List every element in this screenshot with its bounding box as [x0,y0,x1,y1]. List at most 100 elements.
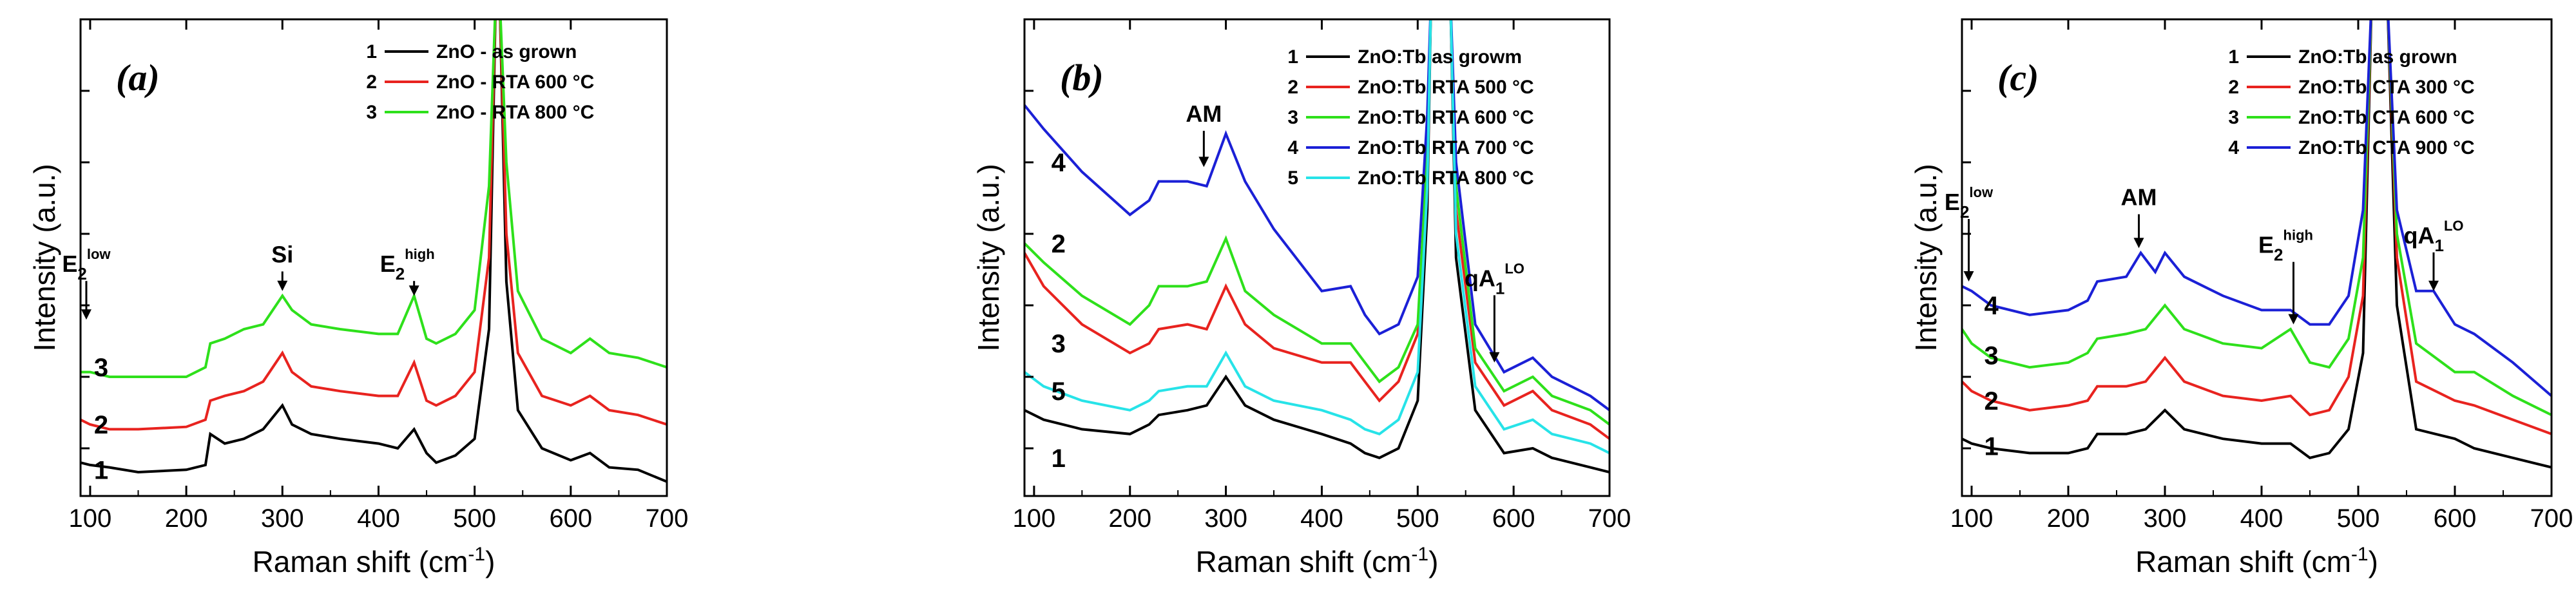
curve-number-label: 3 [1052,330,1066,358]
legend-label: ZnO:Tb RTA 600 °C [1358,107,1534,128]
peak-annotation: E2low [1945,184,1994,281]
legend-label: ZnO:Tb RTA 800 °C [1358,167,1534,189]
series-line-1 [1962,19,2552,469]
annotation-arrow-head [409,285,419,296]
legend-number: 2 [366,71,377,93]
curve-number-label: 5 [1052,377,1066,406]
chart-panel-2: 100 200 300 400 500 600 700 Raman shift (cm-1) I… [972,18,1631,578]
legend-number: 2 [1287,77,1298,98]
x-tick-label: 600 [549,504,592,533]
series-line-2 [81,19,667,431]
legend-number: 1 [2228,46,2239,68]
series-line-4 [1962,19,2552,397]
legend-label: ZnO:Tb CTA 300 °C [2298,77,2475,98]
peak-annotation: AM [2121,184,2157,249]
legend-label: ZnO:Tb CTA 600 °C [2298,107,2475,128]
peak-annotation: E2low [62,246,111,320]
annotation-label: E2low [62,246,111,283]
curve-number-label: 1 [1052,444,1066,473]
legend: 1 ZnO:Tb as grown 2 ZnO:Tb CTA 300 °C 3 ZnO:T… [2228,46,2474,158]
y-axis-title: Intensity (a.u.) [1909,164,1943,351]
legend-number: 2 [2228,77,2239,98]
x-axis-title: Raman shift (cm-1) [253,544,495,578]
peak-annotation: E2high [2258,227,2313,325]
legend-label: ZnO - RTA 800 °C [436,102,594,123]
series-line-1 [1024,19,1610,473]
legend-number: 3 [1287,107,1298,128]
x-tick-label: 600 [2434,504,2477,533]
x-axis-title: Raman shift (cm-1) [1196,544,1439,578]
legend-number: 4 [2228,137,2239,158]
legend: 1 ZnO:Tb as growm 2 ZnO:Tb RTA 500 °C 3 ZnO:T… [1287,46,1533,189]
annotation-label: qA1LO [1465,260,1524,298]
legend-label: ZnO:Tb CTA 900 °C [2298,137,2475,158]
annotation-label: E2high [2258,227,2313,265]
x-tick-label: 500 [2337,504,2380,533]
curve-number-label: 4 [1052,149,1066,177]
x-tick-label: 200 [165,504,208,533]
annotation-label: qA1LO [2403,218,2463,255]
annotation-label: AM [2121,184,2157,211]
series-line-3 [81,19,667,378]
plot-frame [1023,18,1611,497]
annotation-label: E2low [1945,184,1994,222]
curve-number-label: 3 [94,354,108,382]
legend-label: ZnO - as grown [436,41,577,62]
legend-number: 3 [2228,107,2239,128]
annotation-arrow-head [2133,238,2144,249]
x-tick-label: 400 [2240,504,2283,533]
x-tick-label: 100 [1013,504,1056,533]
annotation-label: Si [271,241,293,267]
x-tick-label: 300 [1204,504,1247,533]
legend-number: 3 [366,102,377,123]
annotation-label: AM [1186,100,1222,127]
chart-panel-1: 100 200 300 400 500 600 700 Raman shift (cm-1) I… [28,18,689,578]
peak-annotation: qA1LO [2403,218,2464,291]
annotation-arrow-head [1489,352,1500,363]
peak-annotation: qA1LO [1465,260,1524,363]
legend-label: ZnO:Tb as growm [1358,46,1522,68]
panel-label: (a) [116,57,160,99]
curve-number-label: 4 [1985,292,1999,320]
plot-frame [79,18,668,497]
legend-number: 1 [366,41,377,62]
series-line-3 [1024,19,1610,426]
x-tick-label: 100 [69,504,112,533]
series-line-5 [1024,19,1610,455]
series-line-2 [1024,19,1610,440]
annotation-arrow-head [81,309,91,320]
panel-label: (b) [1060,57,1104,99]
x-tick-label: 400 [357,504,400,533]
x-tick-label: 100 [1950,504,1994,533]
annotation-arrow-head [1963,271,1974,281]
series-line-1 [81,19,667,483]
x-tick-label: 700 [1588,504,1631,533]
x-tick-label: 200 [2047,504,2090,533]
x-tick-label: 300 [261,504,304,533]
annotation-arrow-head [2428,280,2439,291]
peak-annotation: E2high [380,246,435,296]
y-axis-title: Intensity (a.u.) [972,164,1005,351]
curve-number-label: 1 [1985,432,1999,461]
legend-number: 5 [1287,167,1298,189]
panel-label: (c) [1997,57,2039,99]
series-line-2 [1962,19,2552,435]
annotation-arrow-head [1198,157,1209,167]
curve-number-label: 2 [1985,387,1999,415]
annotation-arrow-head [2288,314,2299,325]
x-tick-label: 200 [1108,504,1151,533]
x-tick-label: 700 [646,504,689,533]
peak-annotation: AM [1186,100,1222,167]
x-tick-label: 600 [1492,504,1535,533]
x-axis-title: Raman shift (cm-1) [2135,544,2378,578]
curve-number-label: 2 [94,411,108,439]
legend-number: 1 [1287,46,1298,68]
legend: 1 ZnO - as grown 2 ZnO - RTA 600 °C 3 ZnO - R… [366,41,594,123]
legend-number: 4 [1287,137,1298,158]
y-axis-title: Intensity (a.u.) [28,164,61,351]
legend-label: ZnO:Tb RTA 500 °C [1358,77,1534,98]
legend-label: ZnO:Tb as grown [2298,46,2457,68]
series-line-3 [1962,19,2552,416]
x-tick-label: 500 [1396,504,1439,533]
